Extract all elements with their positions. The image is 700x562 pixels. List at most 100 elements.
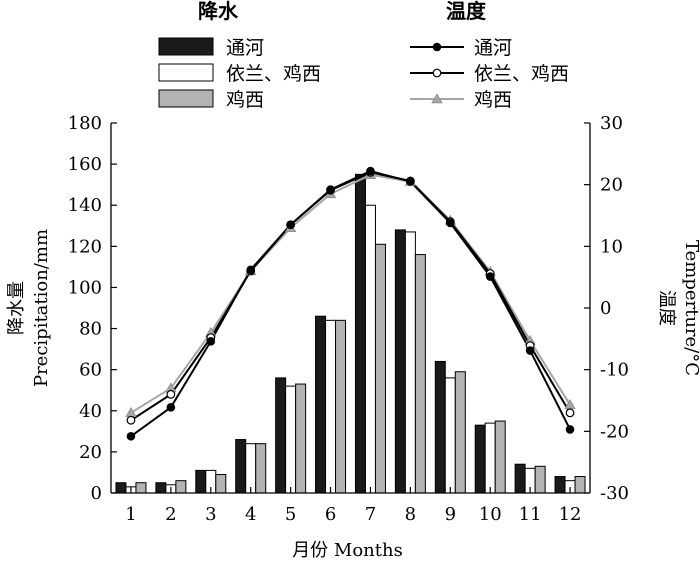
axes: 0 20 40 60 80 100 120 140 160 180 -30 -20 -10 0 10 20 30…	[6, 113, 700, 561]
legend-bar-label: 通河	[226, 37, 264, 59]
bar	[175, 480, 187, 494]
left-tick-label: 0	[91, 483, 102, 504]
data-point	[286, 220, 295, 230]
bar	[474, 424, 486, 494]
temperature-markers-3	[125, 168, 576, 418]
bar	[325, 319, 337, 494]
data-point	[565, 408, 575, 418]
bar	[215, 474, 227, 494]
x-tick-label: 3	[205, 504, 216, 525]
bar	[155, 482, 167, 494]
bar	[245, 443, 257, 494]
bar	[315, 315, 327, 494]
left-tick-label: 60	[79, 360, 102, 381]
data-point	[564, 399, 576, 410]
x-tick-label: 11	[519, 504, 542, 525]
bar	[354, 173, 366, 494]
bar	[285, 385, 297, 494]
x-tick-label: 5	[285, 504, 296, 525]
data-point	[206, 337, 216, 346]
x-tick-label: 8	[405, 504, 416, 525]
precipitation-bars	[115, 173, 586, 494]
data-point	[366, 166, 375, 176]
bar	[414, 254, 426, 494]
legend-bar-swatch	[158, 37, 214, 56]
series-line	[130, 170, 571, 438]
legend-bar-label: 鸡西	[226, 89, 264, 111]
bar	[404, 231, 416, 494]
right-tick-label: -10	[600, 360, 629, 381]
data-point	[406, 177, 415, 186]
left-tick-label: 160	[68, 154, 102, 175]
temperature-markers-1	[126, 166, 575, 441]
data-point	[565, 425, 575, 434]
data-point	[432, 68, 442, 78]
legend-line-label: 通河	[474, 37, 512, 59]
legend-bar-swatch	[158, 89, 214, 108]
x-tick-label: 10	[479, 504, 502, 525]
data-point	[246, 265, 256, 275]
bar	[195, 469, 207, 494]
right-tick-label: -30	[600, 483, 629, 504]
x-tick-label: 1	[125, 504, 136, 525]
bar	[374, 243, 386, 494]
bar	[295, 383, 307, 494]
legend-bar-label: 依兰、鸡西	[226, 63, 321, 85]
bar	[454, 371, 466, 494]
x-tick-label: 7	[365, 504, 376, 525]
bar	[235, 439, 247, 494]
legend-title-temperature: 温度	[446, 0, 487, 23]
temperature-series-3	[130, 173, 571, 414]
legend-title-precipitation: 降水	[198, 0, 239, 23]
x-tick-label: 4	[245, 504, 256, 525]
temperature-lines	[125, 166, 576, 441]
left-axis-title-en: Precipitation/mm	[31, 229, 52, 387]
left-tick-label: 140	[68, 195, 102, 216]
right-tick-label: -20	[600, 421, 629, 442]
right-axis-title-en: Temperture/°C	[681, 240, 700, 376]
data-point	[431, 93, 443, 104]
legend-line-label: 鸡西	[474, 89, 512, 111]
data-point	[126, 431, 136, 441]
right-tick-label: 10	[600, 236, 623, 257]
temperature-markers-2	[126, 167, 575, 425]
bar	[275, 377, 287, 494]
bar-series-2	[125, 204, 576, 494]
right-axis-title-cn: 温度	[656, 290, 677, 326]
bar	[494, 420, 506, 494]
left-tick-label: 80	[79, 319, 102, 340]
bar	[554, 476, 566, 494]
bar	[135, 482, 147, 494]
left-axis-title-cn: 降水量	[6, 281, 27, 335]
data-point	[432, 42, 442, 52]
bar	[574, 476, 586, 494]
legend-line-label: 依兰、鸡西	[474, 63, 569, 85]
x-tick-label: 6	[325, 504, 336, 525]
bar	[434, 360, 446, 494]
legend-bar-swatch	[158, 63, 214, 82]
x-tick-label: 9	[445, 504, 456, 525]
data-point	[525, 346, 535, 355]
x-axis-title: 月份 Months	[292, 540, 403, 561]
bar	[534, 465, 546, 494]
right-tick-label: 30	[600, 113, 623, 134]
data-point	[166, 402, 176, 412]
data-point	[166, 389, 176, 399]
bar	[394, 229, 406, 494]
x-tick-label: 2	[165, 504, 176, 525]
data-point	[326, 185, 335, 194]
bar	[364, 204, 376, 494]
left-tick-label: 20	[79, 442, 102, 463]
left-tick-label: 180	[68, 113, 102, 134]
bar	[444, 377, 456, 494]
bar	[335, 319, 347, 494]
series-line	[130, 173, 571, 414]
bar	[514, 463, 526, 494]
bar	[255, 443, 267, 494]
bar	[115, 482, 127, 494]
left-tick-label: 120	[68, 236, 102, 257]
data-point	[126, 415, 136, 425]
x-tick-label: 12	[559, 504, 582, 525]
